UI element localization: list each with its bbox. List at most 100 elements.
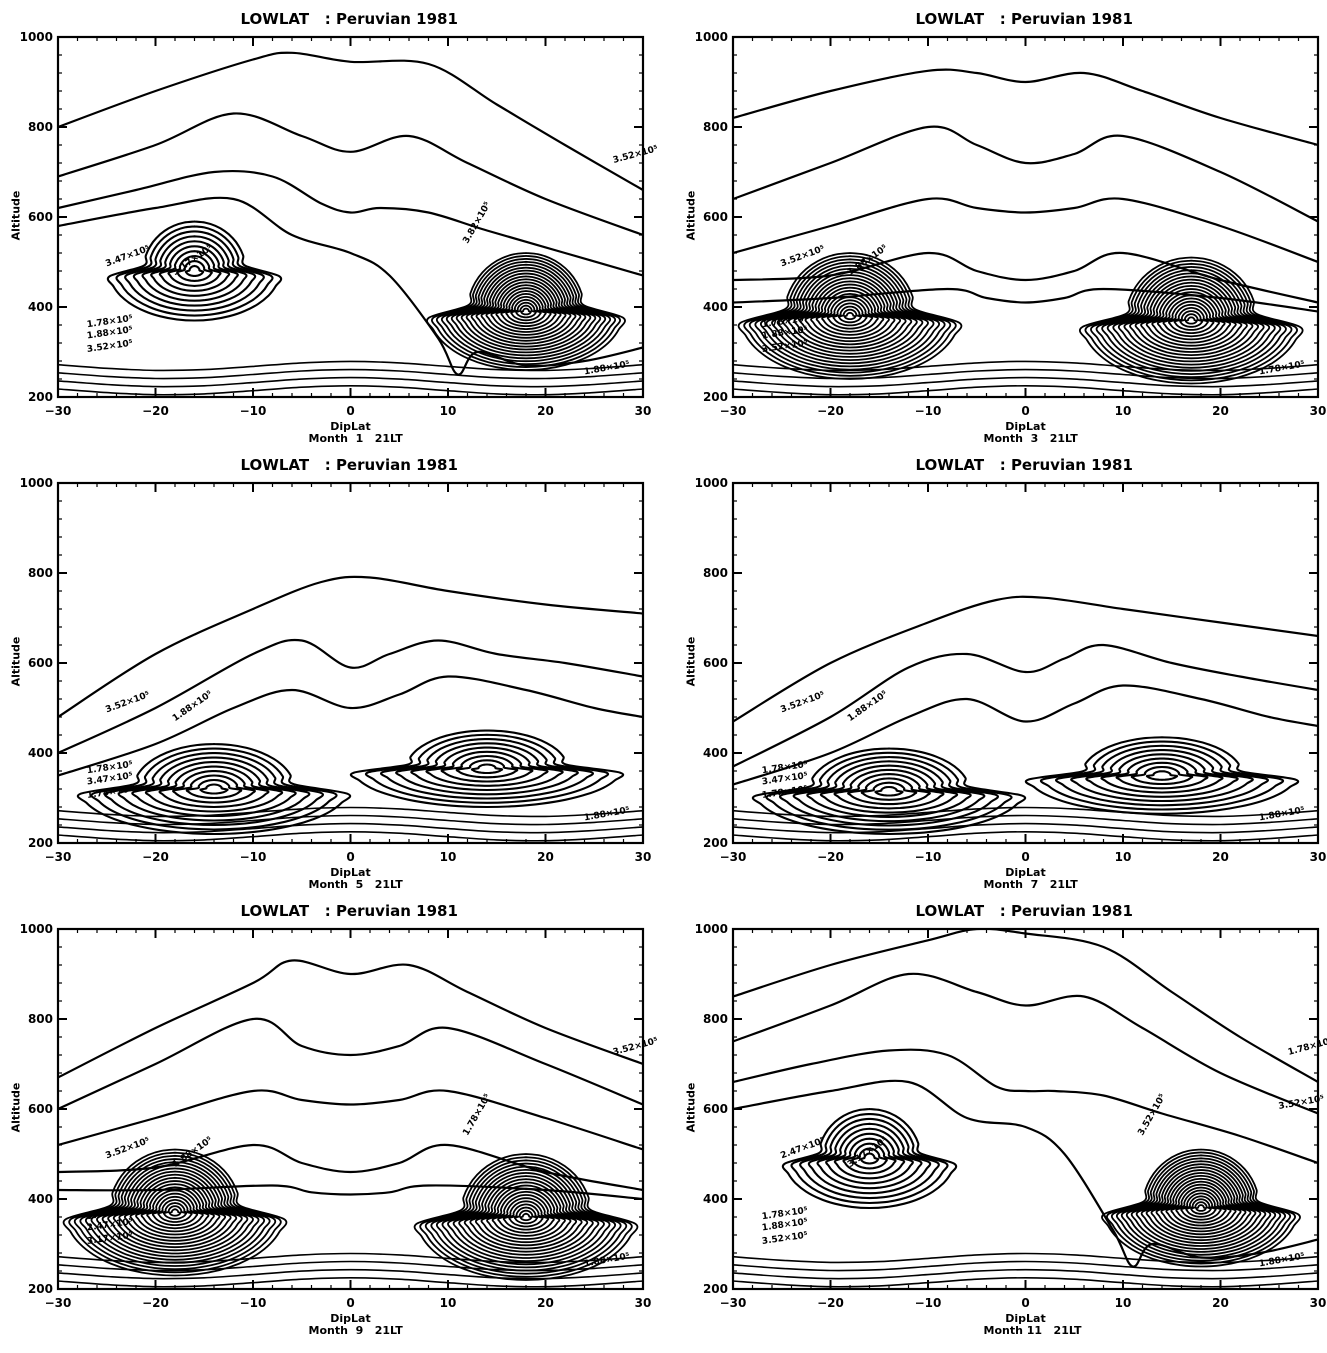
contour-loop xyxy=(807,1122,932,1195)
y-tick-label: 200 xyxy=(703,1282,728,1296)
contour-loop xyxy=(140,1192,210,1233)
contour-loop xyxy=(1125,1163,1277,1253)
x-tick-label: −10 xyxy=(915,404,942,418)
x-tick-label: 20 xyxy=(1212,850,1229,864)
contour-loop xyxy=(185,778,243,800)
contour-loop xyxy=(1115,1157,1287,1259)
x-tick-label: 0 xyxy=(1021,404,1029,418)
contour-loop xyxy=(1112,275,1271,366)
x-tick-label: −10 xyxy=(240,1296,267,1310)
contour-loop xyxy=(519,1212,533,1222)
contour-loop xyxy=(510,301,542,322)
y-tick-label: 600 xyxy=(703,1102,728,1116)
x-tick-label: −30 xyxy=(720,404,747,418)
contour-loop xyxy=(1175,1192,1227,1224)
contour-loop xyxy=(1150,1177,1252,1239)
panel-caption: Month 11 21LT xyxy=(983,1324,1082,1337)
contour-loop xyxy=(474,1187,578,1247)
contour-line xyxy=(58,1252,643,1264)
contour-loop xyxy=(460,272,592,351)
x-axis-label: DipLat xyxy=(1005,866,1046,879)
contour-loop xyxy=(1130,1166,1272,1250)
contour-loop xyxy=(799,1117,940,1200)
x-tick-label: 0 xyxy=(1021,1296,1029,1310)
x-tick-label: 30 xyxy=(635,404,652,418)
contour-loop xyxy=(184,264,205,277)
contour-line xyxy=(58,1017,643,1110)
contour-loop xyxy=(118,1180,232,1245)
contour-loop xyxy=(1078,256,1304,385)
panel-caption: Month 1 21LT xyxy=(308,432,403,445)
y-tick-label: 400 xyxy=(703,746,728,760)
contour-loop xyxy=(465,275,587,348)
panel-title: LOWLAT : Peruvian 1981 xyxy=(240,902,458,920)
contour-loop xyxy=(101,1170,249,1255)
contour-loop xyxy=(859,1152,880,1165)
contour-loop xyxy=(765,267,935,365)
contour-loop xyxy=(470,278,582,345)
contour-loop xyxy=(1135,1169,1267,1247)
contour-loop xyxy=(480,284,572,339)
contour-loop xyxy=(486,1194,566,1240)
contour-loop xyxy=(874,785,904,797)
contour-loop xyxy=(508,1206,544,1228)
x-tick-label: 10 xyxy=(440,850,457,864)
contour-loop xyxy=(419,1156,633,1278)
x-tick-label: −20 xyxy=(142,1296,169,1310)
x-tick-label: 20 xyxy=(537,404,554,418)
contour-line xyxy=(733,972,1318,1115)
x-axis-label: DipLat xyxy=(1005,420,1046,433)
panel-caption: Month 9 21LT xyxy=(308,1324,403,1337)
y-tick-label: 600 xyxy=(28,210,53,224)
x-tick-label: 10 xyxy=(1115,1296,1132,1310)
contour-loop xyxy=(1140,291,1243,350)
contour-loop xyxy=(1180,1195,1222,1221)
contour-loop xyxy=(832,305,868,327)
contour-loop xyxy=(144,765,284,813)
panel-title: LOWLAT : Peruvian 1981 xyxy=(915,902,1133,920)
contour-loop xyxy=(1165,1186,1237,1230)
y-tick-label: 800 xyxy=(28,566,53,580)
contour-loop xyxy=(1129,284,1254,357)
contour-loop xyxy=(132,235,257,307)
contour-loop xyxy=(821,299,879,333)
contour-line xyxy=(58,806,643,818)
x-axis-label: DipLat xyxy=(1005,1312,1046,1325)
x-tick-label: −10 xyxy=(240,404,267,418)
contour-loop xyxy=(798,286,902,346)
contour-loop xyxy=(62,1148,288,1277)
x-tick-label: 30 xyxy=(1310,1296,1327,1310)
contour-loop xyxy=(1134,288,1248,353)
y-tick-label: 800 xyxy=(28,1012,53,1026)
contour-loop xyxy=(825,1132,914,1185)
x-tick-label: −20 xyxy=(817,1296,844,1310)
contour-line xyxy=(58,51,643,191)
contour-line xyxy=(733,68,1318,147)
y-tick-label: 1000 xyxy=(20,30,53,44)
contour-loop xyxy=(779,755,999,827)
contour-loop xyxy=(410,746,564,792)
contour-loop xyxy=(395,742,579,796)
contour-loop xyxy=(1179,313,1204,328)
y-tick-label: 400 xyxy=(28,300,53,314)
panel-title: LOWLAT : Peruvian 1981 xyxy=(915,10,1133,28)
contour-loop xyxy=(79,1158,271,1267)
x-tick-label: 0 xyxy=(346,404,354,418)
y-tick-label: 200 xyxy=(703,390,728,404)
contour-loop xyxy=(445,263,607,360)
panel-caption: Month 5 21LT xyxy=(308,878,403,891)
contour-loop xyxy=(199,783,229,795)
contour-loop xyxy=(455,269,597,354)
contour-loop xyxy=(1145,294,1237,347)
contour-loop xyxy=(1151,297,1232,344)
contour-loop xyxy=(1170,1189,1232,1227)
y-tick-label: 1000 xyxy=(20,476,53,490)
contour-line xyxy=(58,196,643,376)
contour-loop xyxy=(1156,300,1226,341)
y-tick-label: 200 xyxy=(28,836,53,850)
contour-line xyxy=(733,1260,1318,1272)
